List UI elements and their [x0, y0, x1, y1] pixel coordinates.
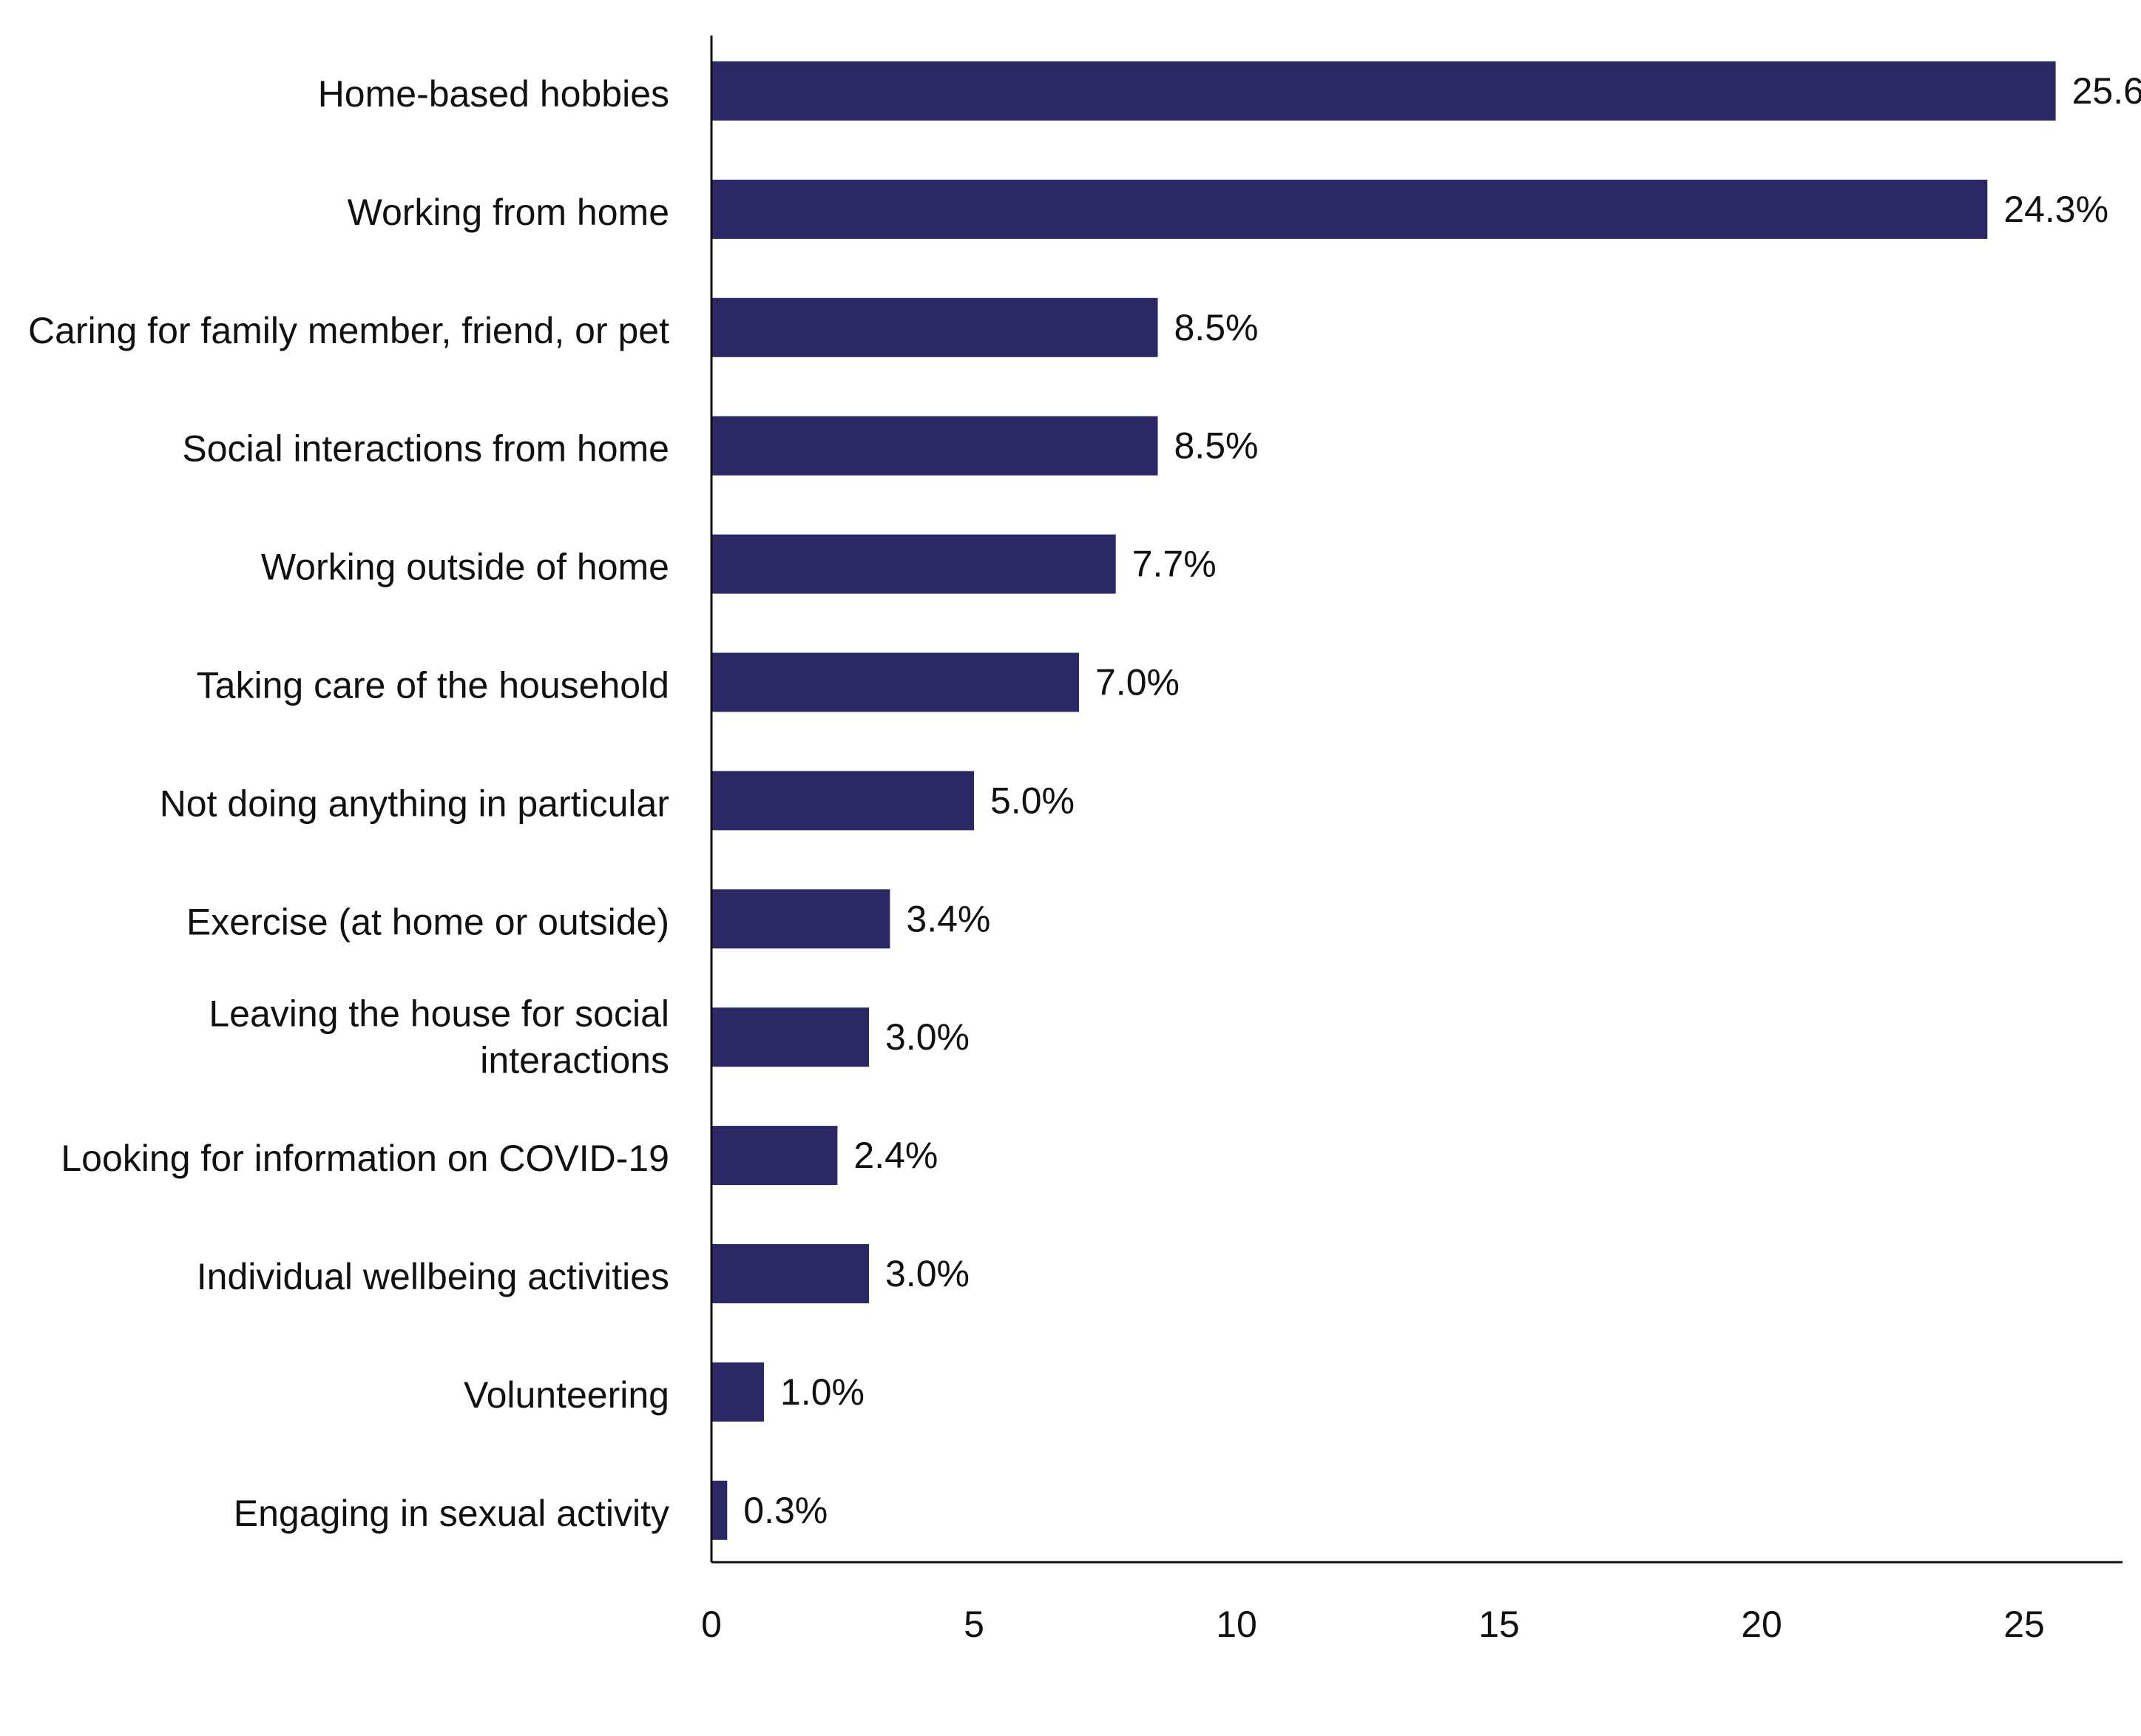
category-label: Taking care of the household	[197, 665, 669, 706]
x-tick-label: 10	[1216, 1604, 1257, 1645]
bar-value-label: 3.0%	[885, 1253, 970, 1294]
bar	[711, 534, 1116, 594]
axes-layer	[710, 36, 2123, 1564]
x-tick-label: 25	[2003, 1604, 2045, 1645]
category-label: Leaving the house for social interactions	[209, 993, 669, 1081]
bar	[711, 297, 1158, 357]
bars-layer	[711, 61, 2056, 1540]
bar	[711, 1480, 728, 1540]
category-label: Engaging in sexual activity	[234, 1493, 669, 1534]
x-tick-label: 0	[701, 1604, 722, 1645]
bar	[711, 1007, 869, 1067]
bar-value-label: 25.6	[2072, 70, 2141, 112]
category-label: Working from home	[348, 192, 669, 233]
category-label: Social interactions from home	[182, 428, 669, 470]
category-label: Individual wellbeing activities	[197, 1256, 669, 1297]
ticks-layer: 0 5 10 15 20 25	[701, 1604, 2045, 1645]
bar-value-label: 0.3%	[743, 1490, 828, 1531]
bar-value-label: 8.5%	[1174, 425, 1259, 467]
bar-value-label: 3.0%	[885, 1016, 970, 1058]
bar	[711, 61, 2056, 121]
bar	[711, 1244, 869, 1303]
bar	[711, 416, 1158, 476]
bar	[711, 179, 1988, 239]
value-labels-layer: 25.6 24.3% 8.5% 8.5% 7.7% 7.0% 5.0% 3.4% 3.0% 2.4…	[743, 70, 2141, 1531]
category-label: Exercise (at home or outside)	[186, 901, 669, 942]
bar	[711, 889, 890, 949]
bar-value-label: 3.4%	[906, 898, 990, 939]
category-label: Looking for information on COVID-19	[61, 1138, 669, 1179]
category-label: Volunteering	[464, 1374, 669, 1416]
bar-value-label: 5.0%	[990, 780, 1075, 821]
category-label: Working outside of home	[261, 547, 669, 588]
bar	[711, 652, 1079, 712]
bar-value-label: 8.5%	[1174, 307, 1259, 348]
bar-value-label: 1.0%	[780, 1371, 865, 1413]
bar	[711, 1126, 838, 1186]
bar-value-label: 24.3%	[2003, 189, 2108, 230]
x-tick-label: 15	[1478, 1604, 1520, 1645]
bar	[711, 771, 974, 831]
bar-value-label: 7.0%	[1095, 662, 1180, 703]
x-tick-label: 5	[964, 1604, 984, 1645]
category-label: Caring for family member, friend, or pet	[28, 310, 669, 351]
bar-value-label: 7.7%	[1132, 544, 1217, 585]
category-labels-layer: Home-based hobbies Working from home Carin…	[28, 73, 669, 1534]
category-label: Home-based hobbies	[318, 73, 669, 115]
bar	[711, 1362, 764, 1422]
category-label: Not doing anything in particular	[160, 783, 669, 824]
bar-value-label: 2.4%	[853, 1135, 938, 1176]
x-tick-label: 20	[1741, 1604, 1782, 1645]
